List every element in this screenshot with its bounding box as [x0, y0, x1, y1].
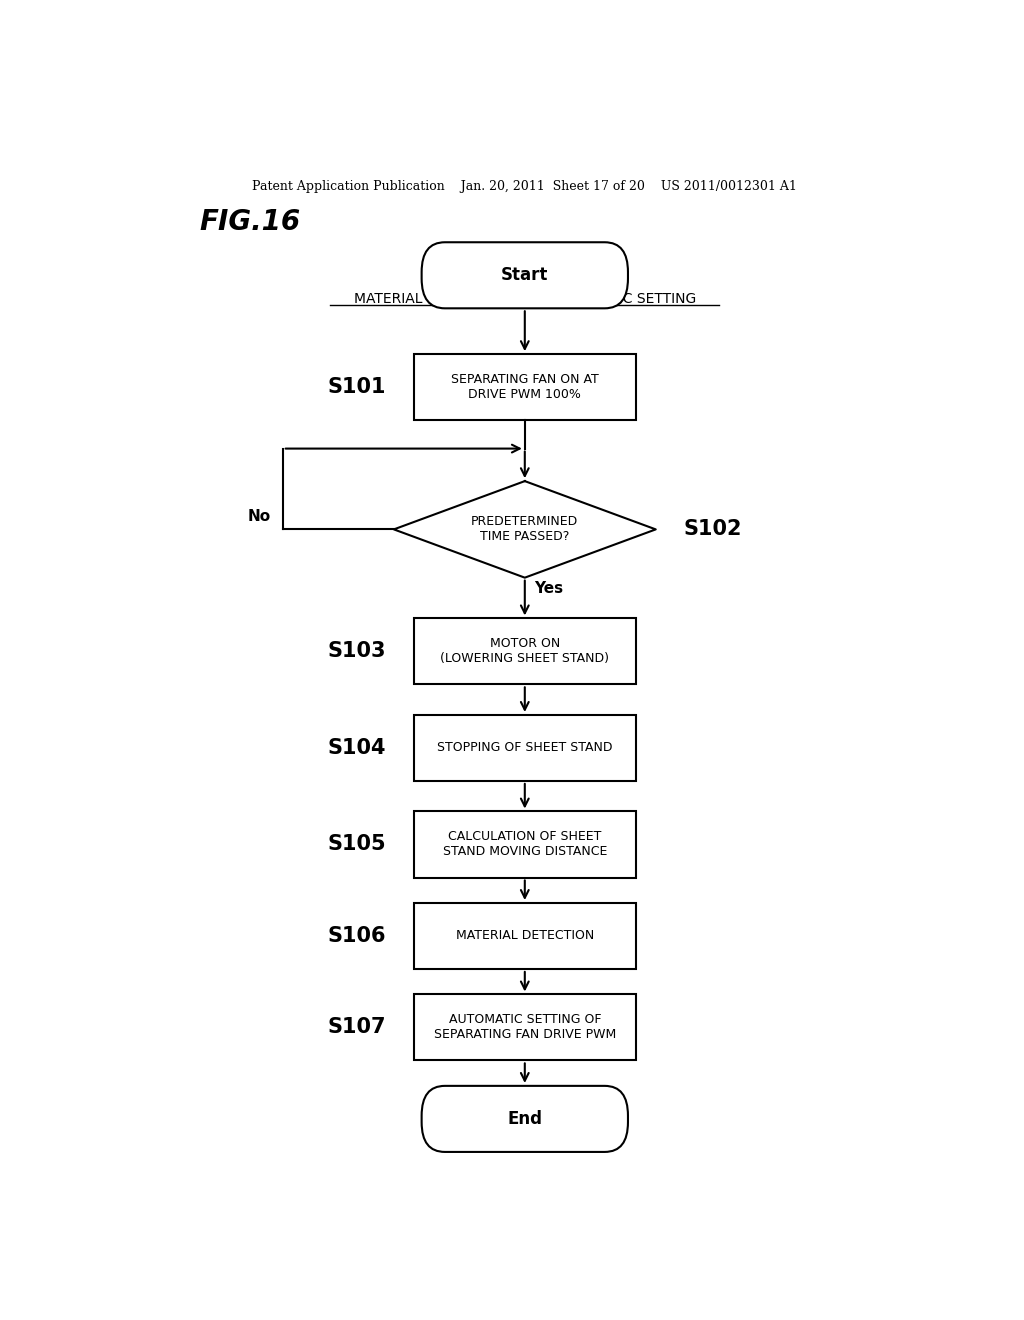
FancyBboxPatch shape [422, 1086, 628, 1152]
Bar [414, 812, 636, 878]
Text: S106: S106 [328, 925, 386, 946]
Text: Patent Application Publication    Jan. 20, 2011  Sheet 17 of 20    US 2011/00123: Patent Application Publication Jan. 20, … [252, 181, 798, 193]
Text: MOTOR ON
(LOWERING SHEET STAND): MOTOR ON (LOWERING SHEET STAND) [440, 638, 609, 665]
Text: Start: Start [501, 267, 549, 284]
Polygon shape [394, 480, 655, 578]
Text: SEPARATING FAN ON AT
DRIVE PWM 100%: SEPARATING FAN ON AT DRIVE PWM 100% [451, 374, 599, 401]
Text: FIG.16: FIG.16 [200, 209, 301, 236]
Text: S105: S105 [328, 834, 386, 854]
Text: STOPPING OF SHEET STAND: STOPPING OF SHEET STAND [437, 742, 612, 755]
Text: S104: S104 [328, 738, 386, 758]
Bar [414, 903, 636, 969]
Bar [414, 994, 636, 1060]
Text: CALCULATION OF SHEET
STAND MOVING DISTANCE: CALCULATION OF SHEET STAND MOVING DISTAN… [442, 830, 607, 858]
Text: No: No [248, 510, 270, 524]
Bar [414, 354, 636, 420]
Bar [414, 715, 636, 781]
Text: MATERIAL DETECTION, AND AUTOMATIC SETTING: MATERIAL DETECTION, AND AUTOMATIC SETTIN… [353, 292, 696, 306]
Text: S107: S107 [328, 1018, 386, 1038]
Text: S102: S102 [684, 519, 742, 540]
Text: PREDETERMINED
TIME PASSED?: PREDETERMINED TIME PASSED? [471, 515, 579, 544]
Text: Yes: Yes [535, 581, 563, 595]
Text: AUTOMATIC SETTING OF
SEPARATING FAN DRIVE PWM: AUTOMATIC SETTING OF SEPARATING FAN DRIV… [434, 1014, 615, 1041]
Text: MATERIAL DETECTION: MATERIAL DETECTION [456, 929, 594, 942]
Text: End: End [507, 1110, 543, 1127]
FancyBboxPatch shape [422, 243, 628, 309]
Bar [414, 618, 636, 684]
Text: S101: S101 [328, 378, 386, 397]
Text: S103: S103 [328, 642, 386, 661]
